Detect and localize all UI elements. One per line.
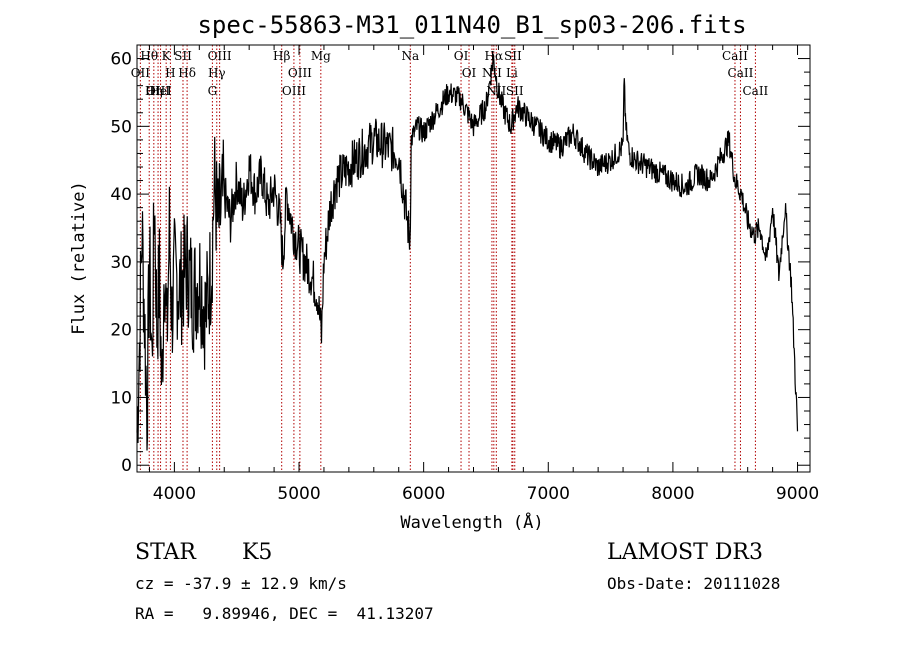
x-tick-label: 5000 bbox=[277, 484, 320, 504]
spectral-line-markers bbox=[139, 45, 756, 472]
spectral-line-label: Hγ bbox=[208, 66, 226, 80]
spectral-line-label: Hβ bbox=[273, 49, 290, 63]
x-tick-label: 6000 bbox=[402, 484, 445, 504]
spectral-line-label: Hη bbox=[145, 84, 163, 98]
x-axis-label: Wavelength (Å) bbox=[400, 511, 543, 533]
spectral-line-label: Na bbox=[401, 49, 419, 63]
y-tick-label: 50 bbox=[110, 117, 132, 137]
y-tick-label: 10 bbox=[110, 388, 132, 408]
redshift-readout: cz = -37.9 ± 12.9 km/s bbox=[135, 574, 347, 593]
spectral-line-label: OIII bbox=[208, 49, 232, 63]
spectral-line-label: SII bbox=[174, 49, 192, 63]
spectral-line-label: OIII bbox=[146, 84, 170, 98]
spectral-line-label: OIII bbox=[282, 84, 306, 98]
spectral-line-label: OI bbox=[462, 66, 477, 80]
spectral-line-label: Mg bbox=[311, 49, 331, 63]
survey-name: LAMOST DR3 bbox=[607, 540, 763, 565]
y-tick-label: 30 bbox=[110, 253, 132, 273]
object-class: STAR bbox=[135, 540, 196, 565]
y-tick-label: 40 bbox=[110, 185, 132, 205]
spectral-line-label: OIII bbox=[288, 66, 312, 80]
spectral-line-label: CaII bbox=[742, 84, 768, 98]
spectral-line-label: NII bbox=[486, 84, 506, 98]
x-tick-label: 8000 bbox=[651, 484, 694, 504]
spectral-line-label: OII bbox=[131, 66, 151, 80]
x-tick-label: 7000 bbox=[527, 484, 570, 504]
y-tick-label: 60 bbox=[110, 50, 132, 70]
spectral-line-label: SII bbox=[504, 49, 522, 63]
coordinates-readout: RA = 9.89946, DEC = 41.13207 bbox=[135, 604, 434, 623]
spectrum-series-line bbox=[136, 54, 799, 451]
spectral-line-label: K bbox=[162, 49, 172, 63]
spectral-line-label: Hδ bbox=[178, 66, 196, 80]
object-subclass: K5 bbox=[242, 540, 273, 565]
x-tick-label: 4000 bbox=[153, 484, 196, 504]
chart-title: spec-55863-M31_011N40_B1_sp03-206.fits bbox=[197, 11, 746, 39]
x-tick-label: 9000 bbox=[776, 484, 819, 504]
y-tick-label: 0 bbox=[121, 456, 132, 476]
spectral-line-label: OI bbox=[454, 49, 469, 63]
y-axis: 0 10 20 30 40 50 60 bbox=[110, 50, 810, 476]
spectral-line-label: SII bbox=[506, 84, 524, 98]
spectral-line-label: NII bbox=[482, 66, 502, 80]
spectral-line-label: H bbox=[165, 66, 175, 80]
spectral-line-label: CaII bbox=[728, 66, 754, 80]
y-tick-label: 20 bbox=[110, 321, 132, 341]
y-axis-label: Flux (relative) bbox=[69, 181, 89, 335]
observation-date: Obs-Date: 20111028 bbox=[607, 574, 781, 593]
spectral-line-label: Li bbox=[506, 66, 518, 80]
spectral-line-label: HeI bbox=[149, 84, 172, 98]
spectral-line-label: G bbox=[208, 84, 218, 98]
x-axis: 4000 5000 6000 7000 8000 9000 bbox=[148, 45, 819, 504]
spectral-line-label: CaII bbox=[722, 49, 748, 63]
spectral-line-label: Hα bbox=[485, 49, 504, 63]
plot-frame bbox=[136, 44, 811, 473]
spectral-line-label: Hθ bbox=[140, 49, 158, 63]
